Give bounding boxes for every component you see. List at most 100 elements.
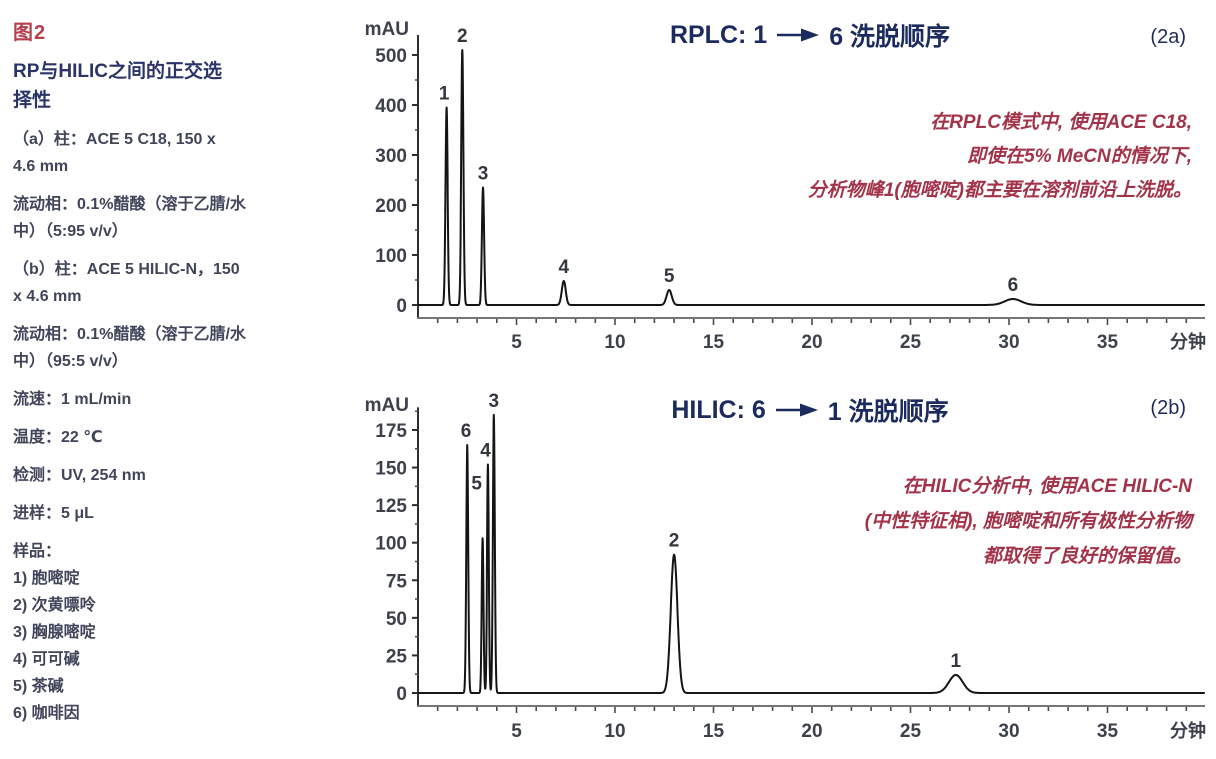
hilic-chromatogram-plot: 0 25 50 75 100 125 150 175 5 10 15 20 25 30 35 分钟 mAU 6 5 4… <box>365 391 1206 742</box>
figure-caption-sidebar: 图2 RP与HILIC之间的正交选 择性 （a）柱：ACE 5 C18, 150… <box>13 16 348 727</box>
condition-mobile-phase-b: 流动相：0.1%醋酸（溶于乙腈/水 中）（95:5 v/v） <box>13 321 348 375</box>
y-tick-label: 500 <box>375 46 407 67</box>
peak-label: 5 <box>664 266 675 287</box>
condition-temperature: 温度：22 ℃ <box>13 424 348 451</box>
arrow-right-icon <box>777 28 820 42</box>
sample-list-heading: 样品： <box>13 543 62 560</box>
annotation-line: (中性特征相), 胞嘧啶和所有极性分析物 <box>864 511 1192 532</box>
condition-flow-rate: 流速：1 mL/min <box>13 386 348 413</box>
sample-item: 4) 可可碱 <box>13 651 80 668</box>
x-tick-label: 15 <box>703 721 725 742</box>
caption-line: 中）（95:5 v/v） <box>13 353 128 370</box>
caption-line: 流动相：0.1%醋酸（溶于乙腈/水 <box>13 196 246 213</box>
y-tick-label: 0 <box>396 684 407 705</box>
y-tick-label: 150 <box>375 459 407 480</box>
y-tick-label: 200 <box>375 196 407 217</box>
x-tick-label: 10 <box>604 332 625 353</box>
caption-line: （a）柱：ACE 5 C18, 150 x <box>13 131 216 148</box>
figure-title: RP与HILIC之间的正交选 择性 <box>13 57 348 115</box>
rplc-chart-title: RPLC: 1 6 洗脱顺序 <box>440 19 1180 52</box>
y-tick-label: 50 <box>386 609 407 630</box>
peak-label: 2 <box>457 26 468 47</box>
peak-label: 4 <box>558 257 569 278</box>
x-axis-unit-label: 分钟 <box>1170 720 1206 741</box>
panel-tag-2b: (2b) <box>1150 397 1186 419</box>
sample-item: 6) 咖啡因 <box>13 705 80 722</box>
hilic-chromatogram-panel: 0 25 50 75 100 125 150 175 5 10 15 20 25 30 35 分钟 mAU 6 5 4… <box>350 385 1216 759</box>
x-axis-unit-label: 分钟 <box>1170 331 1206 352</box>
rplc-annotation: 在RPLC模式中, 使用ACE C18, 即使在5% MeCN的情况下, 分析物… <box>808 106 1192 208</box>
chromatogram-trace <box>417 413 1206 694</box>
arrow-right-icon <box>775 403 818 417</box>
caption-line: 进样：5 μL <box>13 505 94 522</box>
caption-line: 检测：UV, 254 nm <box>13 467 146 484</box>
sample-item: 2) 次黄嘌呤 <box>13 597 96 614</box>
peak-label: 6 <box>1008 275 1019 296</box>
x-tick-label: 20 <box>801 721 822 742</box>
annotation-line: 都取得了良好的保留值。 <box>982 546 1192 567</box>
peak-label: 6 <box>461 421 472 442</box>
x-tick-label: 10 <box>604 721 625 742</box>
chart-title-prefix: RPLC: 1 <box>669 20 768 49</box>
peak-label: 1 <box>951 651 962 672</box>
caption-line: 流速：1 mL/min <box>13 391 132 408</box>
peak-label: 4 <box>480 441 491 462</box>
sample-item: 3) 胸腺嘧啶 <box>13 624 96 641</box>
x-tick-label: 25 <box>900 721 922 742</box>
peak-label: 3 <box>489 391 500 412</box>
chart-title-prefix: HILIC: 6 <box>671 395 766 424</box>
x-tick-label: 35 <box>1097 332 1119 353</box>
y-axis-unit-label: mAU <box>365 395 409 416</box>
condition-detection: 检测：UV, 254 nm <box>13 462 348 489</box>
rplc-chromatogram-plot: 0 100 200 300 400 500 5 10 15 20 25 30 35 分钟 mAU 1 2 3 4 5 6 <box>365 19 1206 353</box>
peak-label: 1 <box>439 84 450 105</box>
sample-item: 5) 茶碱 <box>13 678 64 695</box>
y-tick-label: 125 <box>375 496 407 517</box>
y-tick-label: 100 <box>375 534 407 555</box>
caption-line: x 4.6 mm <box>13 288 82 305</box>
annotation-line: 即使在5% MeCN的情况下, <box>967 146 1192 167</box>
caption-line: （b）柱：ACE 5 HILIC-N，150 <box>13 261 240 278</box>
condition-injection: 进样：5 μL <box>13 500 348 527</box>
caption-line: 4.6 mm <box>13 158 69 175</box>
y-tick-label: 300 <box>375 146 407 167</box>
peak-label: 5 <box>471 474 482 495</box>
x-tick-label: 15 <box>703 332 725 353</box>
annotation-line: 在RPLC模式中, 使用ACE C18, <box>930 112 1192 133</box>
y-axis-unit-label: mAU <box>365 19 409 40</box>
panel-tag-2a: (2a) <box>1150 26 1186 48</box>
figure-label: 图2 <box>13 22 47 44</box>
x-tick-label: 5 <box>511 332 522 353</box>
y-tick-label: 175 <box>375 421 407 442</box>
chromatogram-trace <box>417 49 1206 306</box>
figure-title-line: 择性 <box>13 90 52 111</box>
y-tick-label: 0 <box>396 296 407 317</box>
chart-title-suffix: 1 洗脱顺序 <box>827 398 949 426</box>
y-tick-label: 100 <box>375 246 407 267</box>
peak-label: 2 <box>669 531 680 552</box>
peak-label: 3 <box>478 164 489 185</box>
caption-line: 温度：22 ℃ <box>13 429 103 446</box>
rplc-chromatogram-panel: 0 100 200 300 400 500 5 10 15 20 25 30 35 分钟 mAU 1 2 3 4 5 6… <box>350 10 1216 370</box>
x-tick-label: 5 <box>511 721 522 742</box>
x-tick-label: 25 <box>900 332 922 353</box>
y-tick-label: 400 <box>375 96 407 117</box>
caption-line: 中）（5:95 v/v） <box>13 223 128 240</box>
x-tick-label: 20 <box>801 332 822 353</box>
condition-mobile-phase-a: 流动相：0.1%醋酸（溶于乙腈/水 中）（5:95 v/v） <box>13 191 348 245</box>
sample-list: 样品： 1) 胞嘧啶 2) 次黄嘌呤 3) 胸腺嘧啶 4) 可可碱 5) 茶碱 … <box>13 538 348 727</box>
annotation-line: 分析物峰1(胞嘧啶)都主要在溶剂前沿上洗脱。 <box>807 180 1192 201</box>
figure-title-line: RP与HILIC之间的正交选 <box>13 61 223 82</box>
chart-title-suffix: 6 洗脱顺序 <box>829 23 951 51</box>
annotation-line: 在HILIC分析中, 使用ACE HILIC-N <box>902 476 1192 497</box>
x-tick-label: 30 <box>998 721 1019 742</box>
condition-column-b: （b）柱：ACE 5 HILIC-N，150 x 4.6 mm <box>13 256 348 310</box>
condition-column-a: （a）柱：ACE 5 C18, 150 x 4.6 mm <box>13 126 348 180</box>
caption-line: 流动相：0.1%醋酸（溶于乙腈/水 <box>13 326 246 343</box>
y-tick-label: 75 <box>386 571 408 592</box>
x-tick-label: 35 <box>1097 721 1119 742</box>
sample-item: 1) 胞嘧啶 <box>13 570 80 587</box>
hilic-annotation: 在HILIC分析中, 使用ACE HILIC-N (中性特征相), 胞嘧啶和所有… <box>865 469 1192 574</box>
hilic-chart-title: HILIC: 6 1 洗脱顺序 <box>440 394 1180 427</box>
